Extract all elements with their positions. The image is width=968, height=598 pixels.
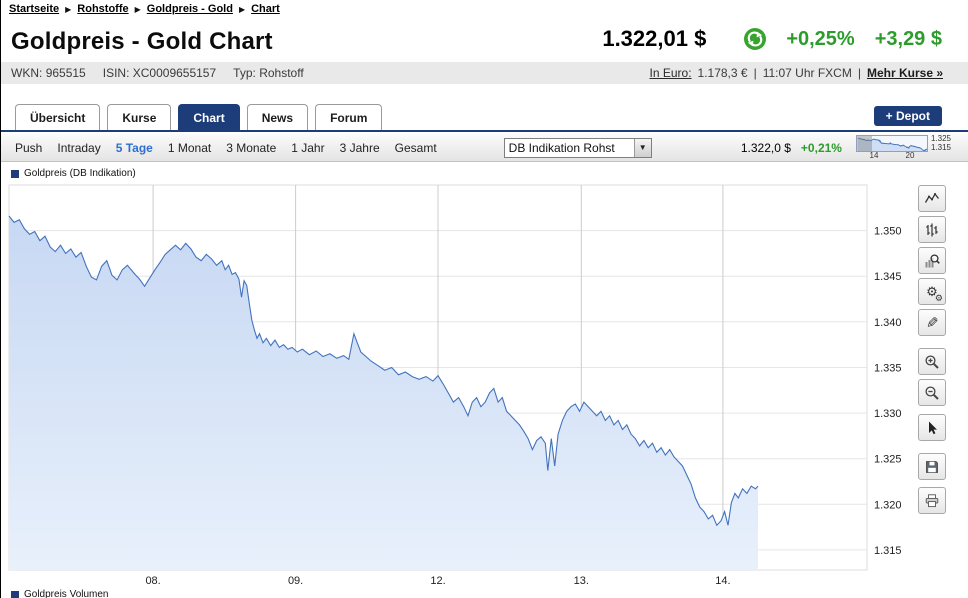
isin: ISIN: XC0009655157 — [102, 66, 217, 80]
in-euro-value: 1.178,3 € — [697, 66, 748, 80]
zoom-in-icon — [925, 354, 939, 369]
svg-text:14.: 14. — [715, 575, 730, 587]
series-label: Goldpreis (DB Indikation) — [24, 168, 136, 179]
svg-text:1.350: 1.350 — [874, 226, 902, 238]
svg-text:1.345: 1.345 — [874, 271, 902, 283]
svg-text:1.320: 1.320 — [874, 499, 902, 511]
breadcrumb-link-rohstoffe[interactable]: Rohstoffe — [77, 3, 129, 15]
quote-time: 11:07 Uhr FXCM — [762, 66, 852, 80]
chart-settings-button[interactable]: ⚙ ⚙ — [918, 278, 946, 305]
price-chart-panel[interactable]: Goldpreis (DB Indikation) 1.350 1.345 1.34… — [1, 162, 913, 598]
separator: | — [857, 66, 861, 80]
wkn: WKN: 965515 — [11, 66, 86, 80]
sparkline-labels: 1.325 1.315 — [930, 134, 951, 152]
pointer-tool-button[interactable] — [918, 414, 946, 441]
volume-legend: Goldpreis Volumen — [11, 589, 109, 598]
print-chart-button[interactable] — [918, 487, 946, 514]
line-chart-icon — [924, 192, 940, 203]
toolbar-price: 1.322,0 $ — [740, 140, 791, 155]
breadcrumb-separator-icon: ▶ — [134, 4, 141, 14]
breadcrumb-separator-icon: ▶ — [65, 4, 72, 14]
print-icon — [925, 493, 939, 507]
in-euro-link[interactable]: In Euro: — [649, 66, 692, 80]
change-percent: +0,25% — [786, 27, 855, 50]
range-3-monate[interactable]: 3 Monate — [226, 140, 277, 155]
range-push[interactable]: Push — [15, 140, 43, 155]
chart-tools: ⚙ ⚙ ✎ — [918, 185, 948, 518]
sparkline-axis: 14 20 — [869, 151, 915, 160]
svg-text:1.315: 1.315 — [874, 545, 902, 557]
instrument-infobar: WKN: 965515 ISIN: XC0009655157 Typ: Rohs… — [1, 62, 968, 84]
volume-label: Goldpreis Volumen — [24, 589, 109, 598]
toolbar-change-percent: +0,21% — [800, 140, 842, 155]
volume-swatch — [11, 590, 19, 598]
tab-kurse[interactable]: Kurse — [107, 104, 172, 130]
range-gesamt[interactable]: Gesamt — [394, 140, 437, 155]
breadcrumb-separator-icon: ▶ — [238, 4, 246, 14]
save-icon — [926, 460, 938, 473]
svg-text:09.: 09. — [288, 575, 303, 587]
zoom-in-button[interactable] — [918, 348, 946, 375]
zoom-out-button[interactable] — [918, 379, 946, 406]
sparkline-chart[interactable] — [855, 135, 928, 152]
typ: Typ: Rohstoff — [233, 66, 304, 80]
breadcrumb-link-startseite[interactable]: Startseite — [9, 3, 60, 15]
chart-toolbar: Push Intraday 5 Tage 1 Monat 3 Monate 1 … — [1, 134, 968, 162]
tab-forum[interactable]: Forum — [315, 104, 383, 130]
range-3-jahre[interactable]: 3 Jahre — [339, 140, 380, 155]
indicator-search-button[interactable] — [918, 247, 946, 274]
svg-text:1.330: 1.330 — [874, 408, 902, 420]
svg-text:12.: 12. — [430, 575, 445, 587]
tab-bar: Übersicht Kurse Chart News Forum — [1, 104, 968, 132]
price-area-chart[interactable]: 1.350 1.345 1.340 1.335 1.330 1.325 1.320 1.315… — [1, 162, 913, 598]
separator: | — [753, 66, 757, 80]
current-price: 1.322,01 $ — [602, 26, 707, 51]
gear-icon: ⚙ — [926, 284, 938, 299]
add-depot-button[interactable]: + Depot — [873, 106, 942, 126]
quote-source-select[interactable]: DB Indikation Rohst ▼ — [503, 137, 652, 158]
quote-header: 1.322,01 $ +0,25% +3,29 $ — [602, 26, 942, 52]
pencil-icon: ✎ — [925, 314, 939, 332]
tab-uebersicht[interactable]: Übersicht — [15, 104, 101, 130]
bar-chart-icon — [926, 223, 938, 236]
svg-text:1.325: 1.325 — [874, 454, 902, 466]
breadcrumb-link-chart[interactable]: Chart — [251, 3, 280, 15]
save-chart-button[interactable] — [918, 453, 946, 480]
zoom-out-icon — [925, 385, 939, 400]
svg-text:1.335: 1.335 — [874, 363, 902, 375]
breadcrumb: Startseite ▶ Rohstoffe ▶ Goldpreis - Gol… — [9, 3, 280, 15]
toolbar-quote: 1.322,0 $ +0,21% 14 20 1.325 1.315 — [741, 135, 951, 160]
chart-legend: Goldpreis (DB Indikation) — [11, 168, 136, 179]
tab-chart[interactable]: Chart — [178, 104, 240, 130]
refresh-icon — [744, 28, 767, 50]
chart-magnifier-icon — [925, 253, 940, 267]
svg-text:13.: 13. — [574, 575, 589, 587]
range-1-monat[interactable]: 1 Monat — [167, 140, 212, 155]
svg-text:1.340: 1.340 — [874, 317, 902, 329]
range-navigator[interactable]: 14 20 1.325 1.315 — [855, 134, 951, 160]
mehr-kurse-link[interactable]: Mehr Kurse » — [866, 66, 943, 80]
tab-news[interactable]: News — [246, 104, 309, 130]
range-1-jahr[interactable]: 1 Jahr — [291, 140, 325, 155]
page-title: Goldpreis - Gold Chart — [11, 28, 273, 55]
range-intraday[interactable]: Intraday — [57, 140, 101, 155]
series-swatch — [11, 169, 19, 178]
quote-source-value: DB Indikation Rohst — [508, 140, 615, 155]
range-5-tage[interactable]: 5 Tage — [115, 140, 153, 155]
svg-text:08.: 08. — [145, 575, 160, 587]
draw-tool-button[interactable]: ✎ — [918, 309, 946, 336]
refresh-quote-button[interactable] — [744, 28, 767, 50]
cursor-icon — [929, 421, 937, 434]
bar-chart-type-button[interactable] — [918, 216, 946, 243]
breadcrumb-link-goldpreis[interactable]: Goldpreis - Gold — [146, 3, 233, 15]
line-chart-type-button[interactable] — [918, 185, 946, 212]
gear-icon: ⚙ — [934, 293, 943, 303]
chevron-down-icon: ▼ — [633, 138, 651, 157]
change-absolute: +3,29 $ — [874, 27, 942, 50]
